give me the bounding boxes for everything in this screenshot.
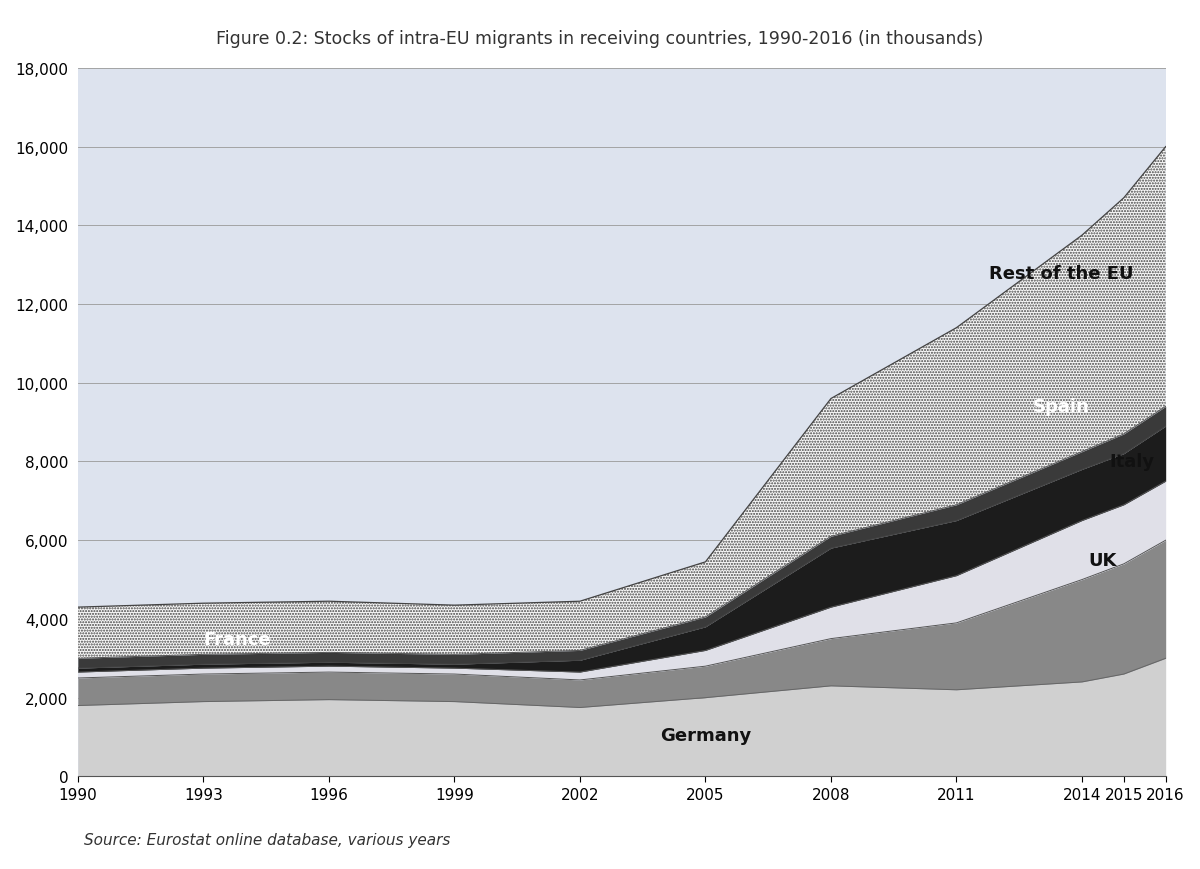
Text: Italy: Italy bbox=[1110, 453, 1154, 471]
Text: UK: UK bbox=[1088, 551, 1117, 569]
Text: Figure 0.2: Stocks of intra-EU migrants in receiving countries, 1990-2016 (in th: Figure 0.2: Stocks of intra-EU migrants … bbox=[216, 30, 984, 49]
Text: Germany: Germany bbox=[660, 726, 751, 744]
Text: France: France bbox=[203, 630, 271, 648]
Text: Source: Eurostat online database, various years: Source: Eurostat online database, variou… bbox=[84, 833, 450, 847]
Text: Rest of the EU: Rest of the EU bbox=[989, 264, 1133, 282]
Text: Spain: Spain bbox=[1033, 398, 1090, 416]
